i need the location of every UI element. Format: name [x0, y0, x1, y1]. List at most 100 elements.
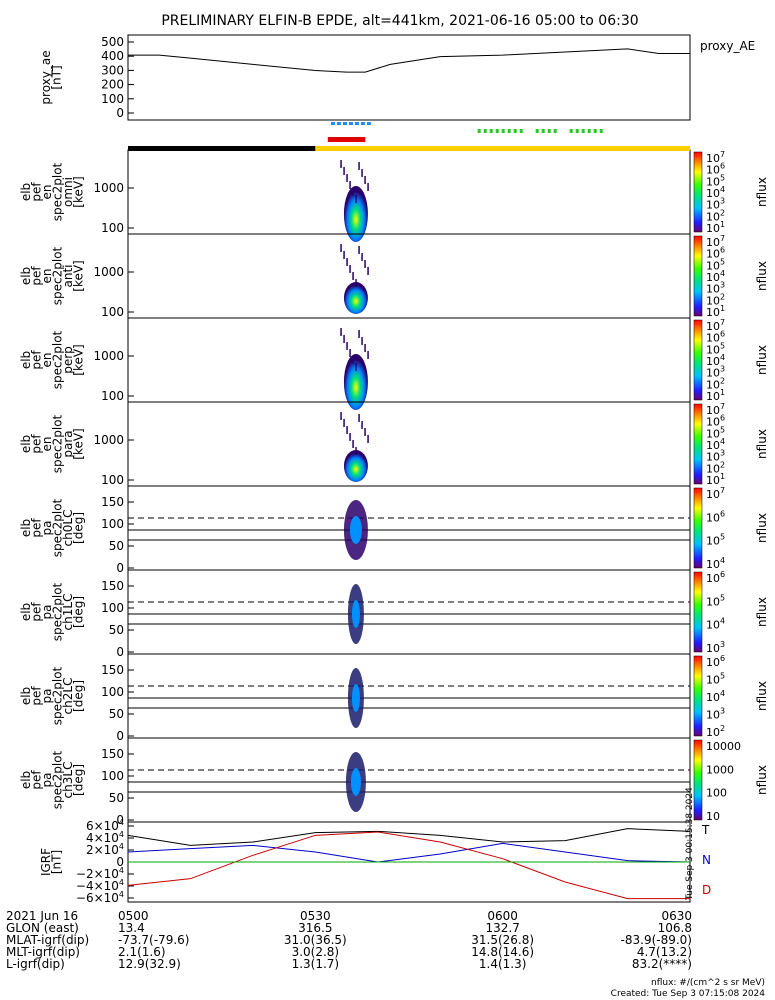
panels-group: proxy_ae[nT]5004003002001000proxy_AEelbp… — [19, 34, 769, 905]
panel-frame — [127, 34, 691, 121]
ylabel-line: IGRF — [39, 848, 53, 876]
day-bar — [315, 146, 690, 151]
green-dash — [599, 129, 603, 133]
ylabel-line: ch0LC — [61, 510, 75, 547]
colorbar: 106 105 104 103 nflux — [693, 570, 769, 655]
ylabel-line: elb — [19, 519, 33, 537]
table-cell: 0500 — [118, 909, 149, 923]
ylabel-line: [keV] — [72, 176, 86, 207]
colorbar-tick: 103 — [706, 365, 725, 380]
green-dash — [541, 129, 545, 133]
table-cell: 3.0(2.8) — [292, 945, 340, 959]
colorbar-label: nflux — [755, 429, 769, 459]
ytick-label: 50 — [109, 707, 124, 721]
table-cell: 31.0(36.5) — [284, 933, 347, 947]
colorbar-tick: 101 — [706, 388, 725, 403]
ylabel-line: para — [61, 430, 75, 457]
colorbar-tick: 100 — [706, 787, 727, 800]
spectrum-speck — [367, 351, 369, 359]
colorbar-tick: 106 — [706, 414, 725, 429]
green-dash — [501, 129, 505, 133]
ylabel-line: spec2plot — [51, 414, 65, 473]
ytick-label: 150 — [101, 579, 124, 593]
legend-D: D — [702, 883, 711, 897]
panel-frame — [127, 149, 691, 235]
colorbar: 10000 1000 100 10 nflux — [693, 739, 769, 823]
spectrum-speck — [355, 447, 357, 455]
ytick-label: 6×104 — [86, 818, 124, 833]
spectrum-speck — [343, 167, 345, 175]
ylabel-line: elb — [19, 687, 33, 705]
ylabel-line: proxy_ae — [39, 50, 53, 104]
ylabel-line: pa — [40, 689, 54, 704]
ytick-label: 100 — [101, 305, 124, 319]
spectrum-blob — [340, 328, 369, 410]
ytick-label: 0 — [116, 106, 124, 120]
ylabel-line: pef — [30, 350, 44, 370]
ylabel-line: spec2plot — [51, 330, 65, 389]
ytick-label: 150 — [101, 663, 124, 677]
ytick-label: −6×104 — [76, 890, 124, 905]
ylabel-line: pef — [30, 770, 44, 790]
spectrum-speck — [358, 414, 360, 422]
ylabel-line: pef — [30, 182, 44, 202]
spectrum-speck — [364, 260, 366, 268]
table-row-label: MLAT-igrf(dip) — [6, 933, 89, 947]
spectrum-speck — [367, 267, 369, 275]
colorbar-tick: 104 — [706, 617, 725, 632]
spectrum-speck — [355, 279, 357, 287]
ylabel-line: en — [40, 353, 54, 368]
table-cell: 1.4(1.3) — [479, 957, 527, 971]
colorbar-tick: 106 — [706, 654, 725, 669]
table-cell: 0630 — [661, 909, 692, 923]
ytick-label: 1000 — [93, 349, 124, 363]
panel-frame — [127, 485, 691, 571]
table-cell: -83.9(-89.0) — [621, 933, 692, 947]
ytick-label: 300 — [101, 63, 124, 77]
colorbar-tick: 104 — [706, 437, 725, 452]
colorbar-tick: 104 — [706, 185, 725, 200]
ytick-label: 150 — [101, 747, 124, 761]
pa-blob-core — [349, 516, 362, 544]
spectrum-speck — [343, 335, 345, 343]
colorbar-label: nflux — [755, 345, 769, 375]
ylabel-line: elb — [19, 351, 33, 369]
ylabel-line: spec2plot — [51, 162, 65, 221]
ytick-label: 100 — [101, 473, 124, 487]
ylabel-line: spec2plot — [51, 498, 65, 557]
green-dash — [547, 129, 551, 133]
colorbar-tick: 103 — [706, 707, 725, 722]
spectrum-blob — [340, 160, 369, 242]
spectrum-speck — [361, 253, 363, 261]
colorbar-bar — [693, 319, 703, 401]
green-dash — [575, 129, 579, 133]
table-cell: 83.2(****) — [632, 957, 692, 971]
colorbar-tick: 102 — [706, 376, 725, 391]
spectrum-speck — [361, 337, 363, 345]
colorbar-tick: 104 — [706, 353, 725, 368]
series-N — [127, 842, 691, 863]
ylabel-line: pa — [40, 521, 54, 536]
green-dash — [495, 129, 499, 133]
ytick-label: 50 — [109, 623, 124, 637]
table-cell: 13.4 — [118, 921, 145, 935]
ytick-label: 0 — [116, 561, 124, 575]
ytick-label: 0 — [116, 855, 124, 869]
spectrum-speck — [364, 344, 366, 352]
panel-frame — [127, 569, 691, 655]
spectrum-blob — [340, 412, 369, 482]
spectrum-speck — [358, 162, 360, 170]
ytick-label: 1000 — [93, 265, 124, 279]
bottom-table: 2021 Jun 16 0500 0530 0600 0630 GLON (east) 13… — [6, 909, 692, 971]
ylabel-line: pef — [30, 266, 44, 286]
blue-dash — [342, 122, 347, 125]
ytick-label: 400 — [101, 49, 124, 63]
colorbar-label: nflux — [755, 513, 769, 543]
legend-T: T — [701, 823, 710, 837]
colorbar-tick: 102 — [706, 292, 725, 307]
spectrum-speck — [361, 421, 363, 429]
